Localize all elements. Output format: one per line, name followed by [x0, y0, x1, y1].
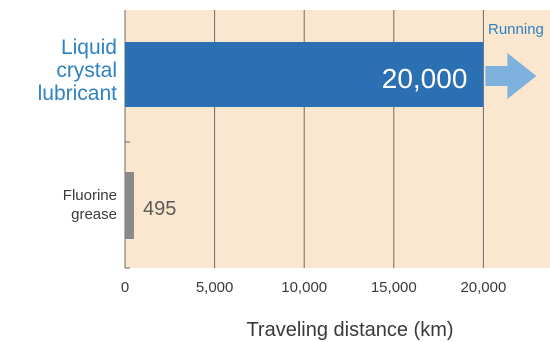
x-tick-label: 10,000 [281, 279, 327, 296]
category-label-liquid-crystal: Liquid [61, 36, 117, 59]
category-label-fluorine-grease: grease [71, 206, 117, 223]
data-label-fluorine-grease: 495 [143, 198, 176, 220]
bar-liquid-crystal-lubricant [125, 42, 484, 107]
category-label-liquid-crystal: crystal [56, 59, 117, 82]
x-axis-title: Traveling distance (km) [246, 319, 453, 341]
category-label-fluorine-grease: Fluorine [63, 187, 117, 204]
x-tick-label: 0 [121, 279, 129, 296]
x-tick-label: 5,000 [196, 279, 234, 296]
x-axis: 0 5,000 10,000 15,000 20,000 [121, 279, 507, 296]
category-label-liquid-crystal: lubricant [38, 82, 118, 105]
data-label-liquid-crystal: 20,000 [382, 63, 468, 94]
bar-fluorine-grease [125, 172, 134, 239]
x-tick-label: 15,000 [371, 279, 417, 296]
annotation-running: Running [488, 21, 544, 38]
bars: 20,000 495 [125, 42, 484, 239]
x-tick-label: 20,000 [460, 279, 506, 296]
right-arrow-icon [485, 53, 537, 99]
annotation: Running [485, 21, 544, 99]
